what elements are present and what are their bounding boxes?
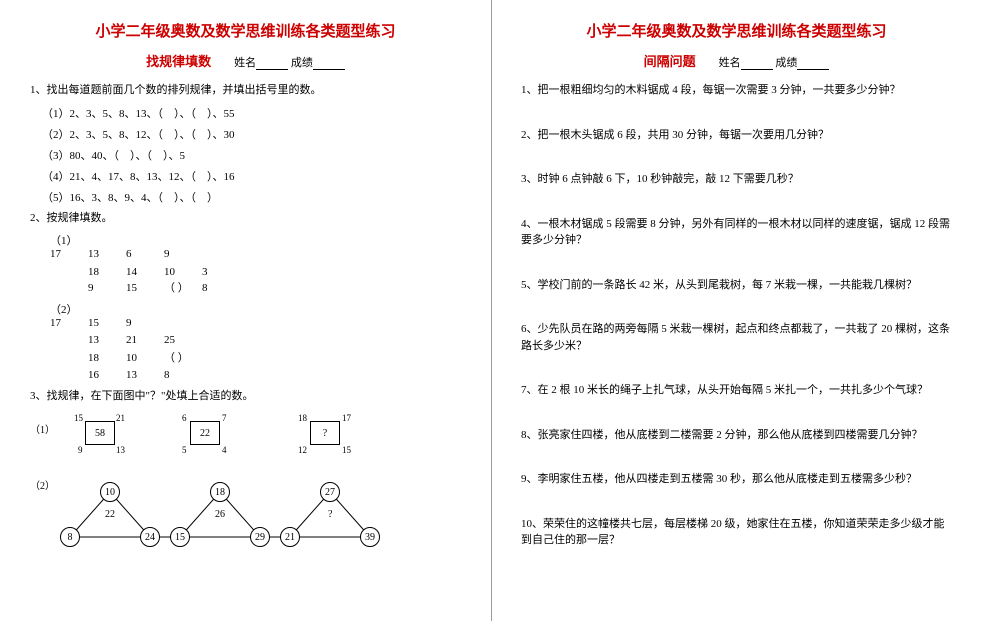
- cell: 9: [126, 317, 164, 329]
- b1tr: 21: [116, 413, 125, 423]
- rq2: 2、把一根木头锯成 6 段，共用 30 分钟，每锯一次要用几分钟？: [521, 127, 952, 144]
- t2: 26: [215, 509, 225, 520]
- rq4: 4、一根木材锯成 5 段需要 8 分钟，另外有同样的一根木材以同样的速度锯，锯成…: [521, 216, 952, 249]
- cell: 15: [126, 282, 164, 294]
- rq8: 8、张亮家住四楼，他从底楼到二楼需要 2 分钟，那么他从底楼到四楼需要几分钟？: [521, 427, 952, 444]
- c1: 10: [100, 482, 120, 502]
- c3: 24: [140, 527, 160, 547]
- name-score-left: 姓名 成绩: [234, 54, 345, 70]
- cell: 9: [164, 248, 202, 260]
- grid2-row1: （2）17159: [50, 301, 461, 330]
- cell: （ ）: [164, 349, 202, 365]
- box2: 22: [190, 421, 220, 445]
- b1br: 13: [116, 445, 125, 455]
- t1: 22: [105, 509, 115, 520]
- lbl2: （2）: [30, 477, 55, 492]
- lbl1: （1）: [30, 421, 55, 436]
- c9: 39: [360, 527, 380, 547]
- score-label: 成绩: [291, 57, 313, 69]
- c5: 18: [210, 482, 230, 502]
- b1bl: 9: [78, 445, 83, 455]
- cell: （ ）: [164, 279, 202, 295]
- b3tl: 18: [298, 413, 307, 423]
- b3br: 15: [342, 445, 351, 455]
- rq9: 9、李明家住五楼，他从四楼走到五楼需 30 秒，那么他从底楼走到五楼需多少秒？: [521, 471, 952, 488]
- cell: 13: [88, 248, 126, 260]
- rq5: 5、学校门前的一条路长 42 米，从头到尾栽树，每 7 米栽一棵，一共能栽几棵树…: [521, 277, 952, 294]
- c8: 27: [320, 482, 340, 502]
- q1: 1、找出每道题前面几个数的排列规律，并填出括号里的数。: [30, 82, 461, 99]
- b3tr: 17: [342, 413, 351, 423]
- triangle-svg: [60, 477, 480, 557]
- cell: 15: [88, 317, 126, 329]
- score-label-r: 成绩: [775, 57, 797, 69]
- grid2-row4: 16138: [88, 367, 461, 382]
- cell: 14: [126, 266, 164, 278]
- cell: 21: [126, 334, 164, 346]
- name-label-r: 姓名: [719, 57, 741, 69]
- cell: 13: [88, 334, 126, 346]
- c2: 8: [60, 527, 80, 547]
- c4: 15: [170, 527, 190, 547]
- seq3: （3）80、40、（ ）、（ ）、5: [42, 147, 461, 163]
- score-underline: [313, 58, 345, 70]
- subtitle-right: 间隔问题: [644, 51, 696, 70]
- b2tr: 7: [222, 413, 227, 423]
- name-underline: [256, 58, 288, 70]
- rq3: 3、时钟 6 点钟敲 6 下，10 秒钟敲完，敲 12 下需要几秒？: [521, 171, 952, 188]
- b1tl: 15: [74, 413, 83, 423]
- cell: 3: [202, 266, 240, 278]
- cell: 13: [126, 369, 164, 381]
- page-title-left: 小学二年级奥数及数学思维训练各类题型练习: [30, 20, 461, 41]
- rq1: 1、把一根粗细均匀的木料锯成 4 段，每锯一次需要 3 分钟，一共要多少分钟？: [521, 82, 952, 99]
- grid1-row1: （1）171369: [50, 232, 461, 261]
- q3: 3、找规律，在下面图中"？"处填上合适的数。: [30, 388, 461, 405]
- c7: 21: [280, 527, 300, 547]
- subtitle-row-left: 找规律填数 姓名 成绩: [30, 51, 461, 70]
- diagram-triangles: （2） 10 8 24 15 18 29 21 27 39 22 26 ?: [30, 477, 461, 557]
- subtitle-row-right: 间隔问题 姓名 成绩: [521, 51, 952, 70]
- b3bl: 12: [298, 445, 307, 455]
- cell: 8: [164, 369, 202, 381]
- seq2: （2）2、3、5、8、12、（ ）、（ ）、30: [42, 126, 461, 142]
- grid1-row2: （1）1814103: [50, 263, 461, 279]
- cell: 6: [126, 248, 164, 260]
- cell: 18: [88, 266, 126, 278]
- name-underline-r: [741, 58, 773, 70]
- name-score-right: 姓名 成绩: [719, 54, 830, 70]
- grid2-row3: 1810（ ）: [88, 349, 461, 365]
- cell: （1）17: [50, 232, 88, 260]
- cell: 25: [164, 334, 202, 346]
- left-page: 小学二年级奥数及数学思维训练各类题型练习 找规律填数 姓名 成绩 1、找出每道题…: [0, 0, 491, 621]
- name-label: 姓名: [234, 57, 256, 69]
- cell: 18: [88, 352, 126, 364]
- page-title-right: 小学二年级奥数及数学思维训练各类题型练习: [521, 20, 952, 41]
- rq6: 6、少先队员在路的两旁每隔 5 米栽一棵树，起点和终点都栽了，一共栽了 20 棵…: [521, 321, 952, 354]
- seq4: （4）21、4、17、8、13、12、（ ）、16: [42, 168, 461, 184]
- cell: 8: [202, 282, 240, 294]
- subtitle-left: 找规律填数: [146, 51, 211, 70]
- rq7: 7、在 2 根 10 米长的绳子上扎气球，从头开始每隔 5 米扎一个，一共扎多少…: [521, 382, 952, 399]
- cell: （2）17: [50, 301, 88, 329]
- cell: 10: [164, 266, 202, 278]
- cell: 10: [126, 352, 164, 364]
- t3: ?: [328, 509, 332, 520]
- rq10: 10、荣荣住的这幢楼共七层，每层楼梯 20 级，她家住在五楼，你知道荣荣走多少级…: [521, 516, 952, 549]
- grid2-row2: 132125: [88, 332, 461, 347]
- b2bl: 5: [182, 445, 187, 455]
- cell: 16: [88, 369, 126, 381]
- seq5: （5）16、3、8、9、4、（ ）、（ ）: [42, 189, 461, 205]
- box1: 58: [85, 421, 115, 445]
- q2: 2、按规律填数。: [30, 210, 461, 227]
- cell: 9: [88, 282, 126, 294]
- b2br: 4: [222, 445, 227, 455]
- b2tl: 6: [182, 413, 187, 423]
- right-page: 小学二年级奥数及数学思维训练各类题型练习 间隔问题 姓名 成绩 1、把一根粗细均…: [491, 0, 982, 621]
- diagram-boxes: （1） 58 15 21 9 13 22 6 7 5 4 ? 18 17 12 …: [30, 411, 461, 471]
- grid1-row3: 915（ ）8: [88, 279, 461, 295]
- seq1: （1）2、3、5、8、13、（ ）、（ ）、55: [42, 105, 461, 121]
- box3: ?: [310, 421, 340, 445]
- score-underline-r: [797, 58, 829, 70]
- c6: 29: [250, 527, 270, 547]
